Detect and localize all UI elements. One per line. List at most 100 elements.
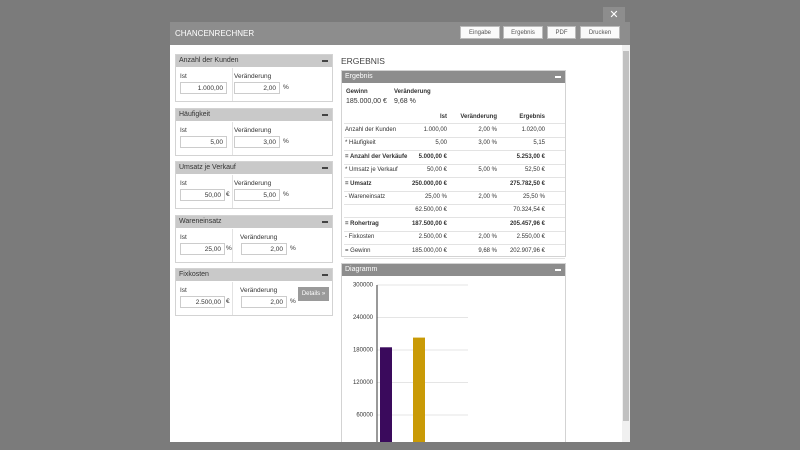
details-button[interactable]: Details » xyxy=(298,287,329,301)
divider xyxy=(232,282,233,315)
panel-title: Häufigkeit xyxy=(176,109,332,121)
modal-title: CHANCENRECHNER xyxy=(175,29,255,38)
bar xyxy=(380,347,392,442)
panel-title: Ergebnis xyxy=(342,71,565,83)
collapse-icon[interactable] xyxy=(322,60,328,62)
rowline xyxy=(344,231,565,232)
change-label: Veränderung xyxy=(234,180,272,187)
ist-input[interactable]: 50,00 xyxy=(180,189,225,201)
row-value: 5.000,00 € xyxy=(418,154,447,160)
row-value: 62.500,00 € xyxy=(415,207,447,213)
toolbar-button[interactable]: Drucken xyxy=(580,26,620,39)
row-value: 50,00 € xyxy=(426,167,447,173)
rowline xyxy=(344,164,565,165)
row-value: 187.500,00 € xyxy=(411,221,447,227)
row-label: * Umsatz je Verkauf xyxy=(345,167,398,173)
y-tick-label: 240000 xyxy=(353,315,374,321)
row-label: = Umsatz xyxy=(345,181,372,187)
modal: CHANCENRECHNER Eingabe Ergebnis PDF Drucken… xyxy=(170,22,630,442)
change-label: Veränderung xyxy=(240,234,278,241)
change-unit: % xyxy=(290,245,296,252)
change-label: Veränderung xyxy=(234,73,272,80)
summary-label: Veränderung xyxy=(394,89,431,95)
ist-input[interactable]: 25,00 xyxy=(180,243,225,255)
row-value: 5,15 xyxy=(533,140,545,146)
row-value: 52,50 € xyxy=(524,167,545,173)
chart-panel: Diagramm 60000 120000 180000 240000 300000 xyxy=(341,263,566,442)
change-input[interactable]: 2,00 xyxy=(241,296,287,308)
change-unit: % xyxy=(283,191,289,198)
rowline xyxy=(344,177,565,178)
ist-input[interactable]: 1.000,00 xyxy=(180,82,227,94)
row-value: 2,00 % xyxy=(478,127,497,133)
modal-header: CHANCENRECHNER Eingabe Ergebnis PDF Drucken xyxy=(170,22,630,45)
y-tick-label: 120000 xyxy=(353,380,374,386)
row-value: 275.782,50 € xyxy=(509,181,545,187)
column-header: Veränderung xyxy=(460,114,497,120)
row-value: 2.550,00 € xyxy=(516,234,545,240)
divider xyxy=(232,229,233,262)
row-value: 5,00 % xyxy=(478,167,497,173)
input-panel: Wareneinsatz Ist Veränderung 25,00% 2,00% xyxy=(175,215,333,263)
bar-chart: 60000 120000 180000 240000 300000 xyxy=(353,283,468,442)
column-header: Ist xyxy=(439,114,447,120)
input-panel: Anzahl der Kunden Ist Veränderung 1.000,00 2… xyxy=(175,54,333,102)
toolbar-button[interactable]: Ergebnis xyxy=(503,26,543,39)
ist-unit: % xyxy=(226,245,232,252)
panel-title: Wareneinsatz xyxy=(176,216,332,228)
row-label: = Rohertrag xyxy=(345,221,379,227)
close-button[interactable]: ✕ xyxy=(603,7,625,23)
ist-label: Ist xyxy=(180,73,187,80)
input-panel: Fixkosten Ist Veränderung 2.500,00 €2,00% Det… xyxy=(175,268,333,316)
change-unit: % xyxy=(283,84,289,91)
toolbar-button[interactable]: PDF xyxy=(547,26,576,39)
row-value: 3,00 % xyxy=(478,140,497,146)
change-unit: % xyxy=(290,298,296,305)
change-input[interactable]: 3,00 xyxy=(234,136,280,148)
rowline xyxy=(344,137,565,138)
ist-input[interactable]: 5,00 xyxy=(180,136,227,148)
summary-value: 185.000,00 € xyxy=(346,98,387,105)
change-input[interactable]: 2,00 xyxy=(241,243,287,255)
row-value: 185.000,00 € xyxy=(411,248,447,254)
row-value: 250.000,00 € xyxy=(411,181,447,187)
row-value: 70.324,54 € xyxy=(513,207,545,213)
ist-label: Ist xyxy=(180,180,187,187)
ist-input[interactable]: 2.500,00 xyxy=(180,296,225,308)
scrollbar-thumb[interactable] xyxy=(623,51,629,421)
row-label: - Wareneinsatz xyxy=(345,194,386,200)
panel-title: Diagramm xyxy=(342,264,565,276)
row-value: 1.000,00 xyxy=(423,127,447,133)
scrollbar[interactable] xyxy=(622,45,630,442)
row-value: 205.457,96 € xyxy=(509,221,545,227)
input-panel: Häufigkeit Ist Veränderung 5,00 3,00% xyxy=(175,108,333,156)
toolbar-button[interactable]: Eingabe xyxy=(460,26,500,39)
y-tick-label: 180000 xyxy=(353,348,374,354)
collapse-icon[interactable] xyxy=(322,221,328,223)
row-label: * Häufigkeit xyxy=(345,140,376,146)
row-value: 5,00 xyxy=(435,140,447,146)
collapse-icon[interactable] xyxy=(322,274,328,276)
rowline xyxy=(344,150,565,151)
row-value: 202.907,96 € xyxy=(509,248,545,254)
summary-value: 9,68 % xyxy=(394,98,416,105)
panel-title: Fixkosten xyxy=(176,269,332,281)
column-header: Ergebnis xyxy=(519,114,545,120)
row-value: 9,68 % xyxy=(478,248,497,254)
row-label: = Gewinn xyxy=(345,248,371,254)
collapse-icon[interactable] xyxy=(322,114,328,116)
divider xyxy=(232,175,233,208)
rowline xyxy=(344,217,565,218)
row-value: 2,00 % xyxy=(478,234,497,240)
row-value: 2,00 % xyxy=(478,194,497,200)
change-input[interactable]: 5,00 xyxy=(234,189,280,201)
rowline xyxy=(344,204,565,205)
collapse-icon[interactable] xyxy=(555,269,561,271)
collapse-icon[interactable] xyxy=(322,167,328,169)
change-input[interactable]: 2,00 xyxy=(234,82,280,94)
collapse-icon[interactable] xyxy=(555,76,561,78)
result-panel: Ergebnis Gewinn 185.000,00 € Veränderung 9,6… xyxy=(341,70,566,259)
panel-title: Anzahl der Kunden xyxy=(176,55,332,67)
rowline xyxy=(344,191,565,192)
